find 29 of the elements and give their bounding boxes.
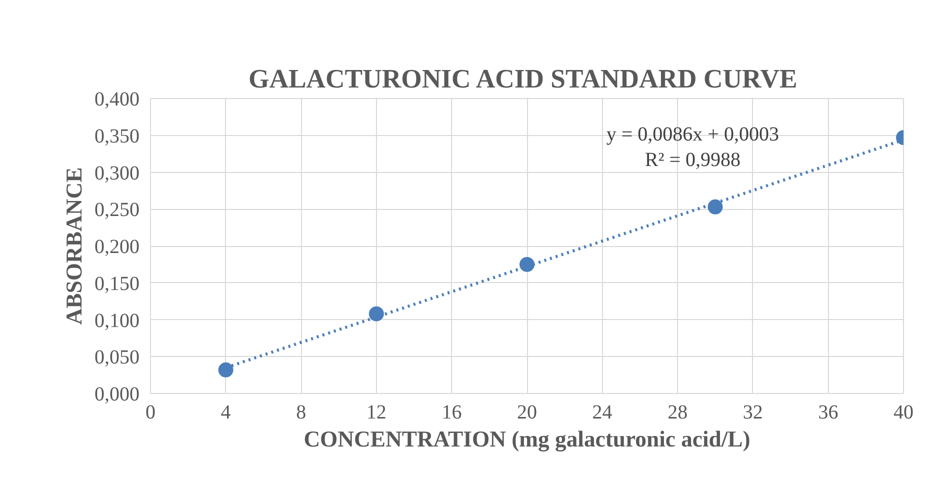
- y-tick-label: 0,000: [94, 384, 140, 406]
- y-tick-label: 0,400: [94, 88, 140, 110]
- y-axis-title: ABSORBANCE: [62, 167, 86, 325]
- y-tick-label: 0,100: [94, 310, 140, 332]
- x-tick-label: 36: [818, 402, 838, 424]
- x-tick-label: 28: [668, 402, 688, 424]
- point: [708, 199, 723, 214]
- annotation: y = 0,0086x + 0,0003: [606, 124, 779, 146]
- x-tick-label: 12: [366, 402, 386, 424]
- point: [368, 306, 384, 322]
- x-tick-label: 16: [442, 402, 462, 424]
- point: [218, 362, 234, 378]
- x-tick-label: 32: [742, 402, 763, 424]
- y-tick-label: 0,050: [94, 346, 140, 369]
- y-tick-label: 0,350: [94, 125, 140, 148]
- x-tick-label: 24: [592, 402, 612, 424]
- x-tick-label: 40: [894, 402, 914, 424]
- chart-title: GALACTURONIC ACID STANDARD CURVE: [248, 64, 798, 94]
- annotation: R² = 0,9988: [644, 148, 740, 171]
- x-tick-label: 0: [146, 402, 156, 424]
- point: [520, 256, 534, 272]
- x-axis-title: CONCENTRATION (mg galacturonic acid/L): [304, 426, 750, 452]
- x-tick-label: 20: [517, 402, 537, 424]
- y-tick-label: 0,250: [94, 199, 140, 222]
- y-tick-label: 0,300: [94, 162, 140, 184]
- x-tick-label: 4: [220, 402, 231, 424]
- x-tick-label: 8: [296, 402, 306, 424]
- y-tick-label: 0,200: [94, 236, 140, 258]
- y-tick-label: 0,150: [94, 272, 140, 295]
